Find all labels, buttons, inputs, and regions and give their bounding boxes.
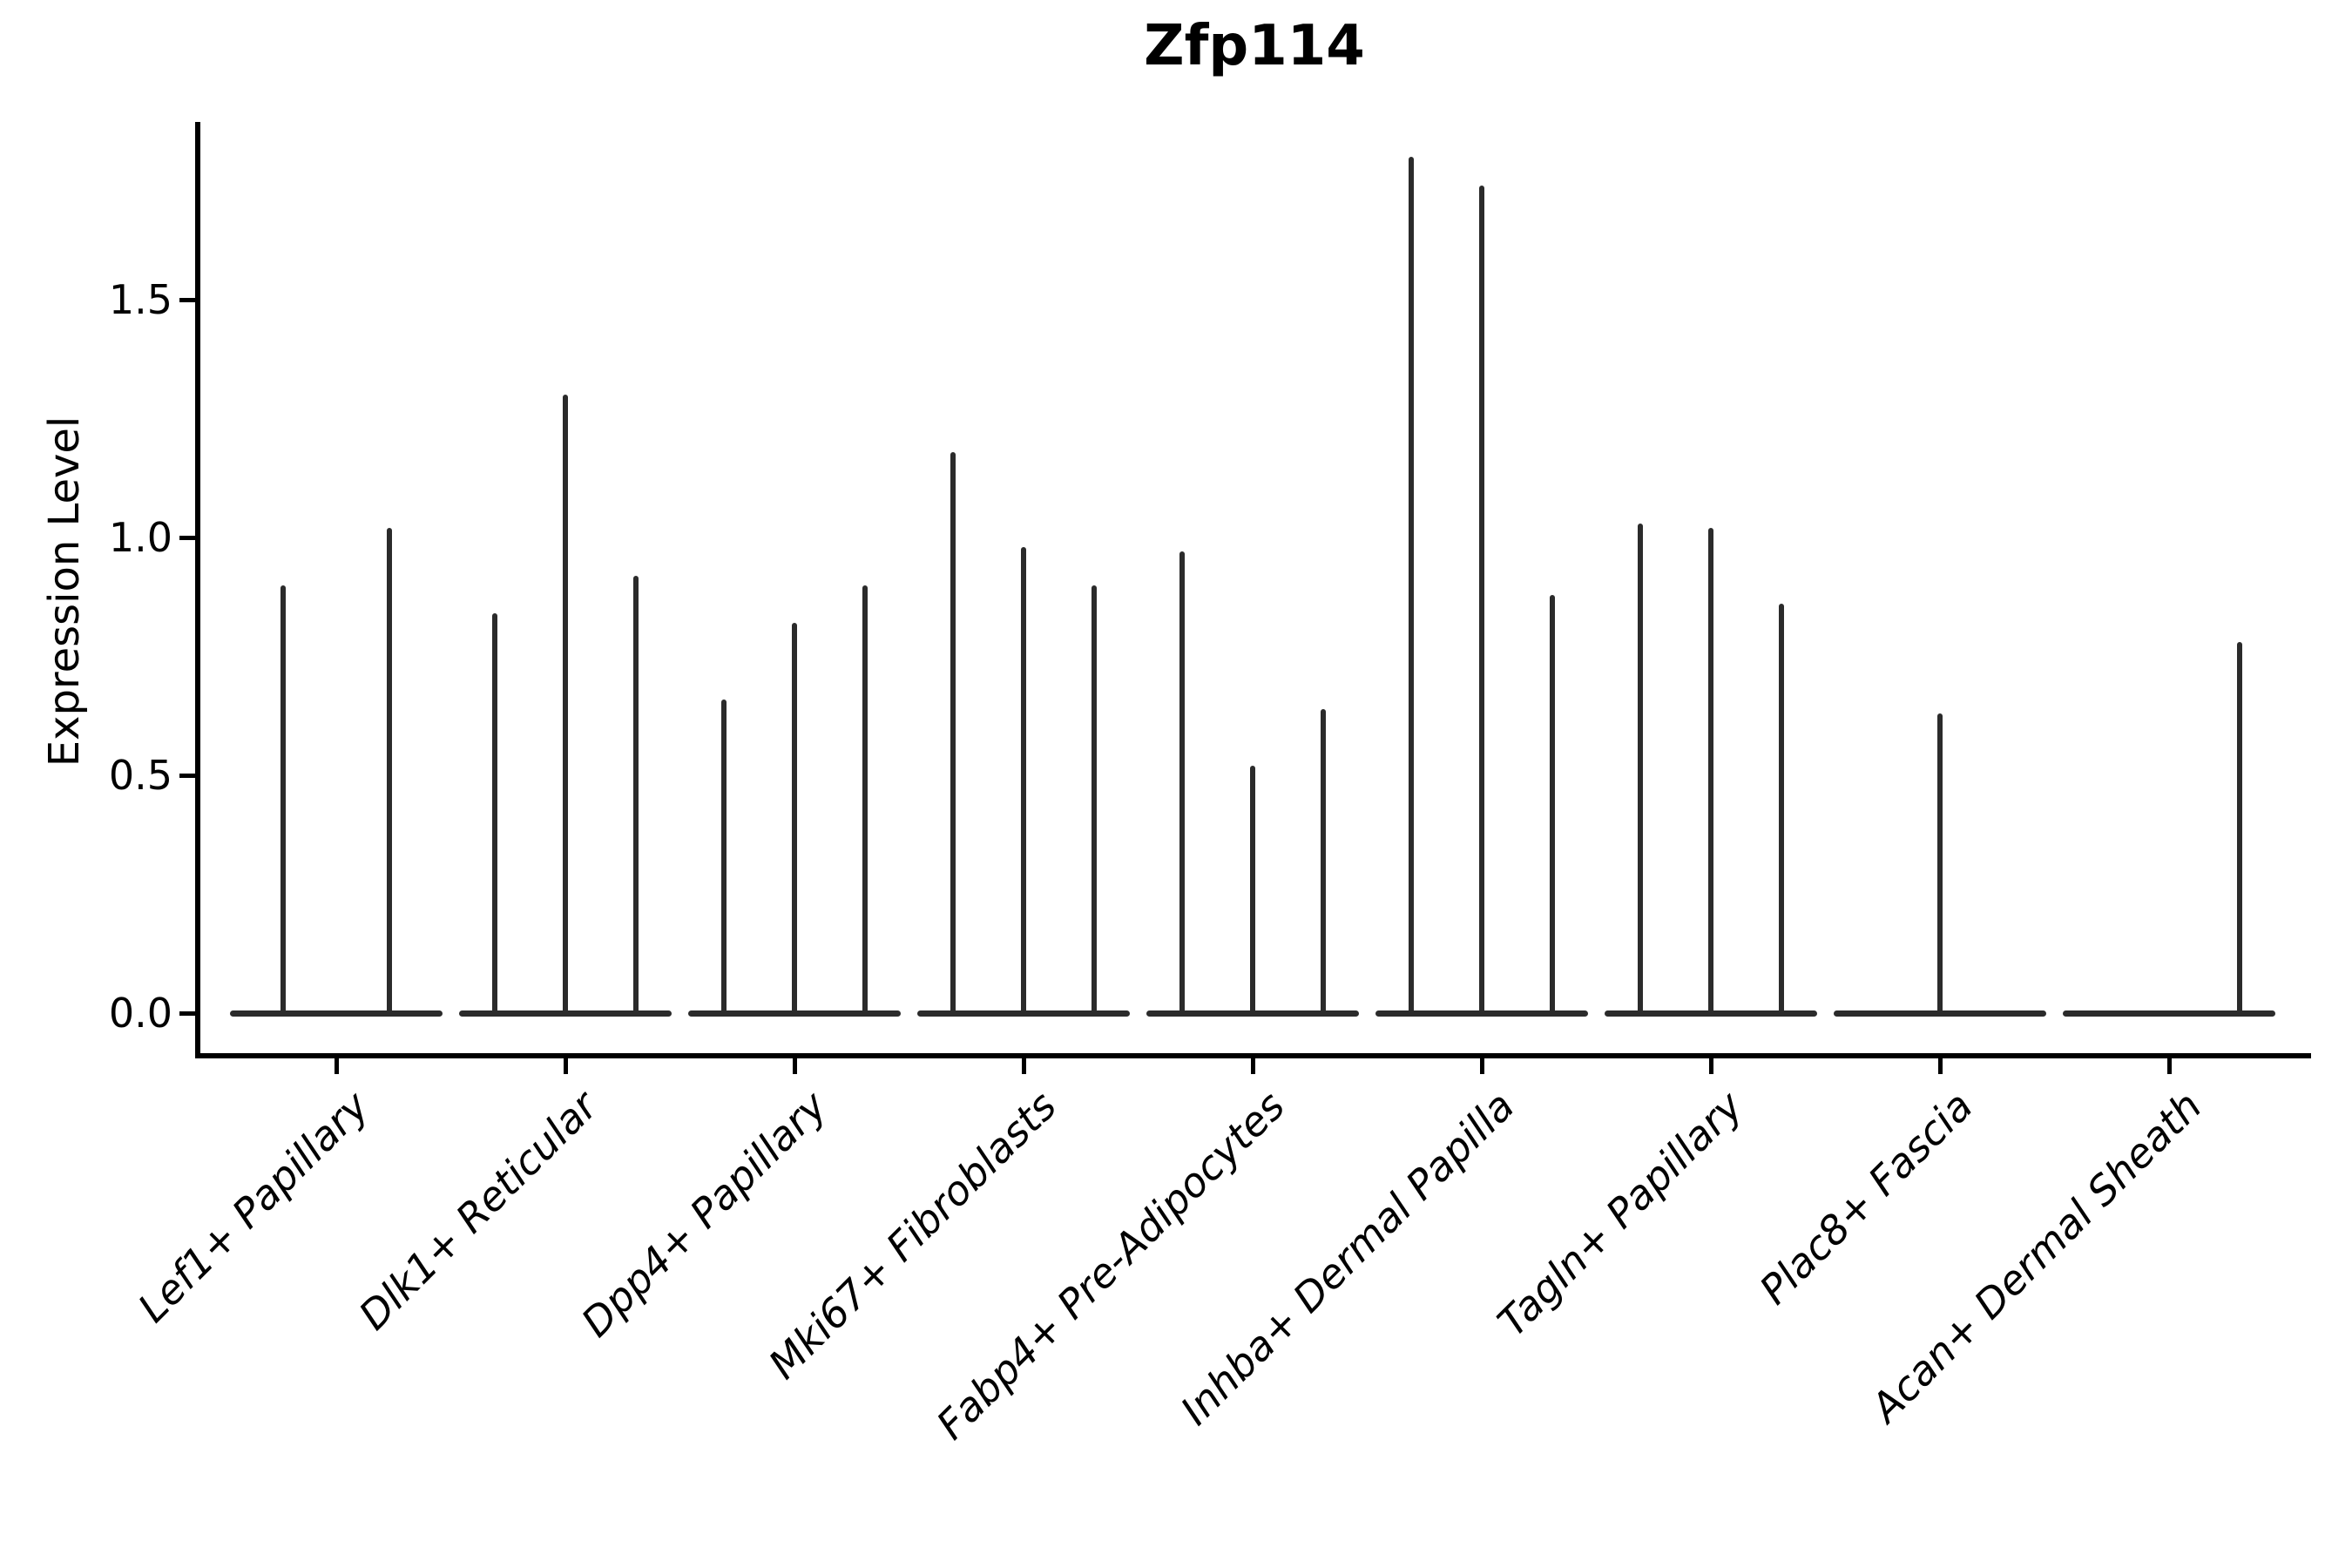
x-tick (792, 1058, 797, 1074)
y-axis-line (195, 122, 200, 1058)
violin-spike (720, 700, 727, 1013)
violin-spike (950, 452, 956, 1013)
x-tick-label: Tagln+ Papillary (1489, 1082, 1753, 1346)
x-tick-label: Lef1+ Papillary (128, 1082, 378, 1332)
y-tick-label: 0.5 (108, 752, 172, 799)
violin-spike (1321, 709, 1327, 1013)
x-tick (1250, 1058, 1255, 1074)
violin-spike (1779, 604, 1785, 1013)
violin-spike (1479, 186, 1484, 1013)
x-tick-label: Dlk1+ Reticular (349, 1082, 607, 1339)
violin-baseline (1605, 1010, 1817, 1017)
violin-spike (491, 613, 497, 1013)
violin-baseline (1375, 1010, 1588, 1017)
x-axis-line (195, 1053, 2311, 1058)
violin-baseline (459, 1010, 672, 1017)
violin-baseline (917, 1010, 1130, 1017)
violin-spike (387, 528, 392, 1013)
violin-spike (1250, 766, 1255, 1013)
y-tick (179, 297, 195, 302)
violin-spike (1408, 157, 1414, 1013)
violin-spike (1708, 528, 1713, 1013)
violin-baseline (688, 1010, 901, 1017)
violin-spike (1550, 595, 1556, 1013)
y-tick-label: 0.0 (108, 990, 172, 1037)
violin-spike (1937, 713, 1943, 1013)
violin-baseline (1834, 1010, 2046, 1017)
violin-spike (862, 585, 868, 1013)
violin-baseline (230, 1010, 443, 1017)
violin-baseline (2063, 1010, 2275, 1017)
x-tick-label: Plac8+ Fascia (1750, 1082, 1982, 1314)
violin-baseline (1146, 1010, 1359, 1017)
violin-spike (280, 585, 286, 1013)
violin-spike (1092, 585, 1098, 1013)
x-tick (563, 1058, 568, 1074)
violin-spike (792, 623, 797, 1013)
violin-spike (563, 395, 568, 1013)
y-tick-label: 1.5 (108, 276, 172, 323)
x-tick (1479, 1058, 1484, 1074)
violin-spike (633, 576, 639, 1013)
y-tick-label: 1.0 (108, 514, 172, 561)
y-tick (179, 773, 195, 778)
x-tick (2166, 1058, 2172, 1074)
x-tick (1708, 1058, 1713, 1074)
x-tick (334, 1058, 339, 1074)
violin-spike (1637, 524, 1643, 1013)
chart-title: Zfp114 (1144, 14, 1365, 78)
violin-spike (2237, 642, 2243, 1013)
x-tick-label: Dpp4+ Papillary (571, 1082, 836, 1346)
x-tick (1021, 1058, 1026, 1074)
y-tick (179, 535, 195, 540)
violin-spike (1021, 547, 1026, 1013)
x-tick (1937, 1058, 1943, 1074)
y-tick (179, 1010, 195, 1016)
violin-spike (1179, 551, 1185, 1013)
